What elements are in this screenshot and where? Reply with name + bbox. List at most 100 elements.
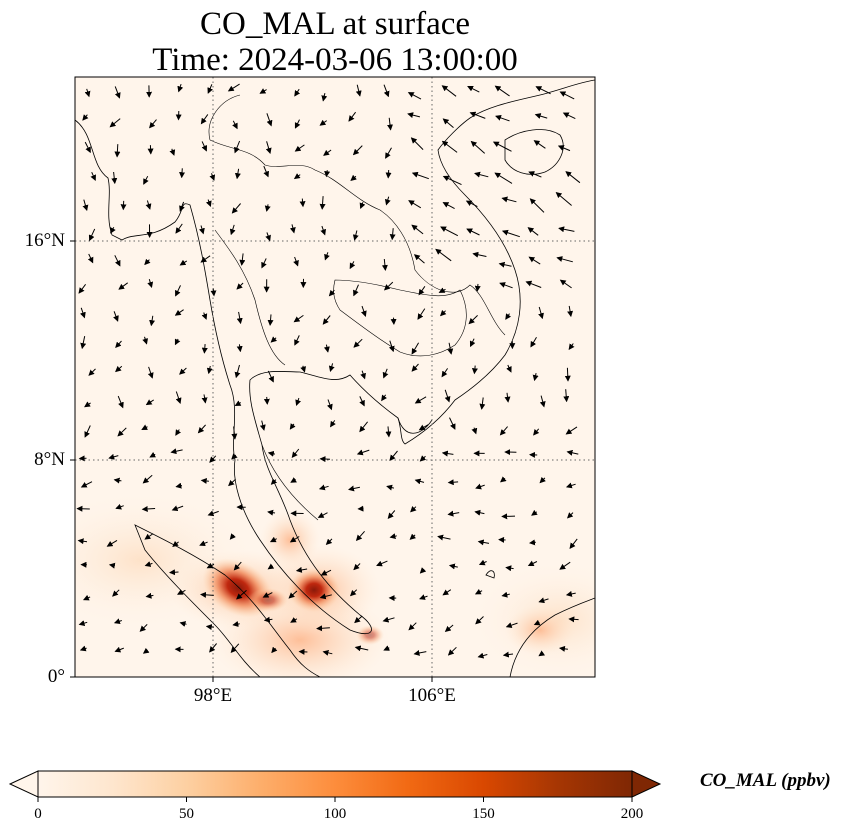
wind-arrow bbox=[179, 621, 187, 627]
wind-arrow bbox=[539, 395, 546, 408]
wind-arrow bbox=[234, 364, 241, 379]
wind-arrow bbox=[477, 652, 488, 659]
wind-arrow bbox=[439, 309, 447, 317]
colorbar-tick-150: 150 bbox=[472, 806, 495, 822]
wind-arrow bbox=[527, 560, 538, 567]
wind-arrow bbox=[209, 455, 217, 463]
wind-arrow bbox=[200, 255, 211, 263]
wind-arrow bbox=[325, 538, 333, 546]
wind-arrow bbox=[290, 617, 298, 623]
wind-arrow bbox=[323, 344, 330, 353]
wind-arrow bbox=[566, 449, 579, 456]
wind-arrow bbox=[478, 559, 487, 566]
wind-arrow bbox=[353, 563, 361, 571]
wind-arrow bbox=[142, 336, 149, 345]
wind-arrow bbox=[205, 624, 214, 631]
wind-arrow bbox=[559, 279, 572, 289]
wind-arrow bbox=[210, 288, 217, 297]
wind-arrow bbox=[320, 569, 332, 576]
wind-arrow bbox=[389, 533, 397, 540]
wind-arrow bbox=[200, 477, 209, 484]
wind-arrow bbox=[289, 423, 296, 430]
wind-arrow bbox=[441, 368, 449, 378]
colorbar bbox=[8, 770, 662, 802]
wind-arrow bbox=[299, 198, 306, 208]
wind-arrow bbox=[207, 84, 213, 94]
wind-arrow bbox=[408, 622, 417, 631]
wind-arrow bbox=[555, 191, 572, 206]
wind-arrow bbox=[201, 141, 208, 152]
wind-arrow bbox=[533, 619, 541, 626]
wind-arrow bbox=[444, 624, 454, 633]
wind-arrow bbox=[556, 256, 573, 263]
wind-arrow bbox=[528, 171, 542, 178]
wind-arrow bbox=[474, 588, 483, 595]
wind-arrow bbox=[349, 589, 358, 597]
wind-arrow bbox=[389, 450, 398, 461]
wind-arrow bbox=[475, 616, 484, 625]
wind-arrow bbox=[418, 286, 426, 296]
wind-arrow bbox=[563, 389, 570, 403]
wind-arrow bbox=[328, 289, 336, 297]
wind-arrow bbox=[408, 200, 422, 209]
wind-arrow bbox=[115, 503, 124, 510]
wind-arrow bbox=[565, 426, 578, 435]
wind-arrow bbox=[501, 196, 517, 203]
wind-arrow bbox=[538, 306, 544, 320]
wind-arrow bbox=[113, 477, 122, 484]
wind-arrow bbox=[319, 196, 326, 210]
wind-arrow bbox=[492, 141, 512, 152]
wind-arrow bbox=[441, 85, 457, 97]
wind-arrow bbox=[267, 314, 274, 326]
wind-arrow bbox=[174, 338, 181, 346]
wind-arrow bbox=[291, 448, 300, 458]
axis-ticks bbox=[70, 240, 433, 682]
colorbar-max-extend bbox=[631, 770, 662, 798]
wind-arrow bbox=[505, 565, 514, 572]
wind-arrow bbox=[109, 118, 121, 128]
wind-arrow bbox=[410, 137, 424, 150]
wind-arrow bbox=[558, 226, 575, 233]
wind-arrow bbox=[113, 311, 119, 322]
wind-arrow bbox=[376, 560, 388, 567]
map-title-line2: Time: 2024-03-06 13:00:00 bbox=[152, 42, 518, 78]
wind-arrow bbox=[407, 112, 421, 119]
wind-arrow bbox=[354, 615, 363, 624]
wind-arrow bbox=[355, 530, 365, 542]
wind-arrow bbox=[289, 224, 296, 234]
colorbar-tick-0: 0 bbox=[34, 806, 42, 822]
wind-arrow bbox=[498, 261, 512, 268]
wind-arrow bbox=[77, 538, 88, 545]
wind-arrow bbox=[179, 259, 188, 266]
wind-arrow bbox=[175, 391, 182, 404]
wind-arrow bbox=[88, 228, 96, 242]
wind-arrow bbox=[174, 309, 184, 316]
wind-arrow bbox=[499, 426, 508, 436]
wind-arrow bbox=[471, 365, 478, 375]
wind-arrow bbox=[467, 85, 480, 93]
wind-arrow bbox=[267, 370, 274, 383]
wind-arrow bbox=[323, 149, 332, 156]
wind-arrow bbox=[232, 621, 240, 627]
wind-arrow bbox=[566, 512, 574, 519]
wind-arrow bbox=[532, 372, 539, 382]
wind-arrow bbox=[112, 589, 120, 597]
wind-arrow bbox=[259, 88, 267, 94]
wind-arrow bbox=[505, 622, 518, 629]
wind-arrow bbox=[293, 173, 301, 180]
wind-arrow bbox=[79, 645, 87, 652]
wind-arrow bbox=[501, 591, 510, 598]
lon-label-98e: 98°E bbox=[193, 685, 233, 706]
wind-arrow bbox=[201, 312, 208, 320]
wind-arrow bbox=[270, 478, 278, 485]
wind-arrow bbox=[172, 540, 179, 548]
wind-arrow bbox=[261, 258, 267, 269]
wind-arrow bbox=[494, 172, 513, 184]
wind-arrow bbox=[559, 91, 575, 100]
wind-arrow bbox=[114, 86, 121, 99]
wind-arrow bbox=[565, 171, 581, 184]
wind-arrow bbox=[147, 366, 154, 379]
wind-arrow bbox=[179, 168, 186, 179]
wind-arrow bbox=[441, 140, 458, 153]
wind-arrow bbox=[236, 311, 243, 325]
